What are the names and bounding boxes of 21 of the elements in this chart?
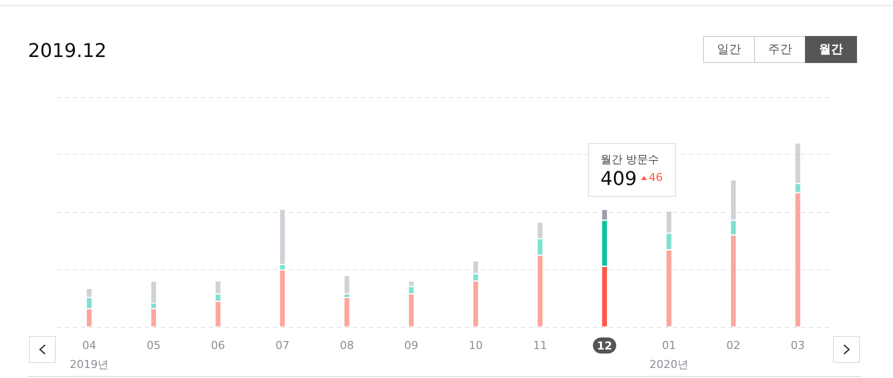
toggle-button[interactable]: 월간	[805, 36, 857, 63]
annotation: 46	[648, 171, 663, 184]
annotation: 409	[600, 168, 637, 190]
bar	[344, 298, 350, 327]
x-tick-label: 08	[340, 339, 354, 352]
toggle-button[interactable]: 일간	[703, 36, 755, 63]
x-tick-label: 11	[533, 339, 548, 352]
chart-title: 2019.12	[28, 40, 107, 62]
x-tick-label: 02	[726, 339, 740, 352]
x-tick-label: 10	[468, 339, 483, 352]
x-tick-label: 12	[596, 340, 612, 352]
toggle-button[interactable]: 주간	[754, 36, 806, 63]
x-tick-label: 09	[404, 339, 418, 352]
x-tick-label: 01 2020년	[649, 339, 688, 371]
bar	[344, 275, 350, 294]
x-tick-label: 07	[275, 339, 290, 352]
annotation: 월간 방문수	[600, 152, 660, 168]
x-tick-label: 04 2019년	[70, 339, 109, 371]
x-tick-label: 03	[790, 339, 805, 352]
x-tick-label: 06	[211, 339, 226, 352]
x-tick-label: 05	[146, 339, 161, 352]
